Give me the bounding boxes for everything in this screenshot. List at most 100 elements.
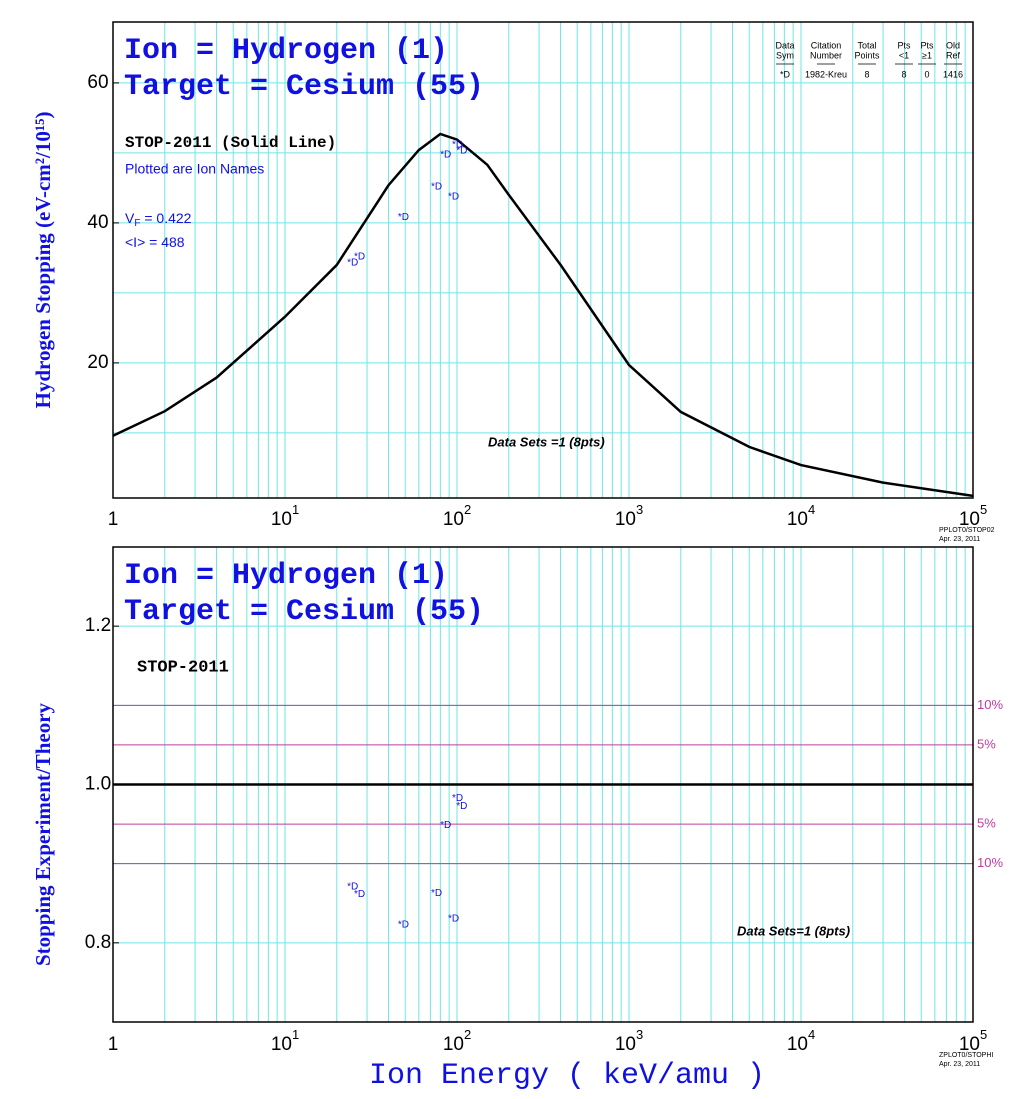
- data-point: *D: [452, 140, 463, 151]
- curve: [112, 132, 974, 498]
- data-point: *D: [398, 212, 409, 223]
- data-sets: Data Sets=1 (8pts): [737, 923, 850, 938]
- data-point: *D: [440, 820, 451, 831]
- x-tick-label: 105: [959, 502, 987, 530]
- legend-header: Data: [775, 40, 794, 50]
- data-point: *D: [452, 793, 463, 804]
- data-point: *D: [354, 252, 365, 263]
- footer: Apr. 23, 2011: [939, 536, 980, 543]
- y-tick-label: 60: [87, 72, 108, 93]
- legend-cell: 0: [924, 69, 929, 79]
- x-tick-base: 10: [959, 1034, 980, 1055]
- data-sets: Data Sets =1 (8pts): [488, 434, 605, 449]
- x-tick-label: 1: [108, 1034, 119, 1055]
- x-tick-label: 1: [108, 509, 119, 530]
- model-label: STOP-2011: [137, 658, 229, 677]
- y-tick-label: 20: [87, 352, 108, 373]
- y-tick-label: 1.2: [85, 615, 111, 636]
- legend-header: Total: [857, 40, 876, 50]
- reference-label: 10%: [977, 855, 1003, 870]
- plot-frame: [112, 21, 974, 499]
- x-tick-label: 103: [615, 1027, 643, 1055]
- x-tick-label: 104: [787, 502, 815, 530]
- legend-header: Number: [810, 50, 842, 60]
- chart-title: Ion = Hydrogen (1): [124, 559, 448, 593]
- y-tick-label: 40: [87, 212, 108, 233]
- footer: ZPLOT0/STOPHI: [939, 1052, 993, 1059]
- x-axis-label: Ion Energy ( keV/amu ): [369, 1059, 765, 1093]
- legend-header: Pts: [897, 40, 911, 50]
- legend-cell: 1982-Kreu: [805, 69, 847, 79]
- x-tick-base: 10: [271, 509, 292, 530]
- parameter: <I> = 488: [125, 234, 185, 250]
- parameter-value: = 488: [145, 234, 185, 250]
- x-tick-label: 104: [787, 1027, 815, 1055]
- reference-label: 10%: [977, 697, 1003, 712]
- reference-label: 5%: [977, 736, 996, 751]
- parameter-value: = 0.422: [140, 210, 191, 226]
- chart-title: Ion = Hydrogen (1): [124, 34, 448, 68]
- legend-header: Pts: [920, 40, 934, 50]
- legend-header: Sym: [776, 50, 794, 60]
- data-point: *D: [398, 920, 409, 931]
- data-point: *D: [448, 192, 459, 203]
- parameter-sub: F: [134, 218, 140, 229]
- x-tick-base: 10: [443, 509, 464, 530]
- chart-title: Target = Cesium (55): [124, 70, 484, 104]
- x-tick-exponent: 4: [808, 1027, 815, 1042]
- data-point: *D: [448, 913, 459, 924]
- note: Plotted are Ion Names: [125, 161, 264, 177]
- x-tick-exponent: 2: [464, 1027, 471, 1042]
- legend-header: Citation: [811, 40, 842, 50]
- x-tick-exponent: 5: [980, 502, 987, 517]
- legend-cell: 8: [901, 69, 906, 79]
- x-tick-label: 102: [443, 1027, 471, 1055]
- x-tick-exponent: 2: [464, 502, 471, 517]
- model-label: STOP-2011 (Solid Line): [125, 134, 336, 152]
- x-tick-base: 10: [271, 1034, 292, 1055]
- data-point: *D: [431, 888, 442, 899]
- data-point: *D: [347, 882, 358, 893]
- y-tick-label: 1.0: [85, 774, 111, 795]
- x-tick-exponent: 3: [636, 1027, 643, 1042]
- x-tick-exponent: 1: [292, 502, 299, 517]
- legend-header: <1: [899, 50, 909, 60]
- data-point: *D: [440, 150, 451, 161]
- x-tick-base: 10: [787, 509, 808, 530]
- legend-header: Ref: [946, 50, 961, 60]
- y-axis-label: Hydrogen Stopping (eV-cm²/10¹⁵): [31, 112, 55, 409]
- x-tick-exponent: 1: [292, 1027, 299, 1042]
- parameter-name: <I>: [125, 234, 145, 250]
- data-point: *D: [347, 257, 358, 268]
- reference-label: 5%: [977, 816, 996, 831]
- x-tick-exponent: 4: [808, 502, 815, 517]
- y-tick-label: 0.8: [85, 932, 111, 953]
- data-point: *D: [354, 889, 365, 900]
- legend-cell: 8: [864, 69, 869, 79]
- legend-header: Old: [946, 40, 960, 50]
- footer: Apr. 23, 2011: [939, 1061, 980, 1068]
- x-tick-exponent: 3: [636, 502, 643, 517]
- x-tick-exponent: 5: [980, 1027, 987, 1042]
- footer: PPLOT0/STOP02: [939, 527, 995, 534]
- x-tick-label: 101: [271, 1027, 299, 1055]
- y-axis-label: Stopping Experiment/Theory: [31, 702, 55, 966]
- chart-title: Target = Cesium (55): [124, 595, 484, 629]
- x-tick-base: 10: [443, 1034, 464, 1055]
- x-tick-label: 105: [959, 1027, 987, 1055]
- legend-cell: 1416: [943, 69, 963, 79]
- legend-header: ≥1: [922, 50, 932, 60]
- x-tick-base: 10: [787, 1034, 808, 1055]
- legend-header: Points: [854, 50, 880, 60]
- parameter: VF = 0.422: [125, 210, 192, 229]
- parameter-name: V: [125, 210, 135, 226]
- legend-cell: *D: [780, 69, 791, 79]
- x-tick-base: 10: [615, 1034, 636, 1055]
- x-tick-base: 10: [959, 509, 980, 530]
- x-tick-label: 101: [271, 502, 299, 530]
- data-point: *D: [431, 182, 442, 193]
- data-point: *D: [456, 801, 467, 812]
- x-tick-label: 102: [443, 502, 471, 530]
- x-tick-label: 103: [615, 502, 643, 530]
